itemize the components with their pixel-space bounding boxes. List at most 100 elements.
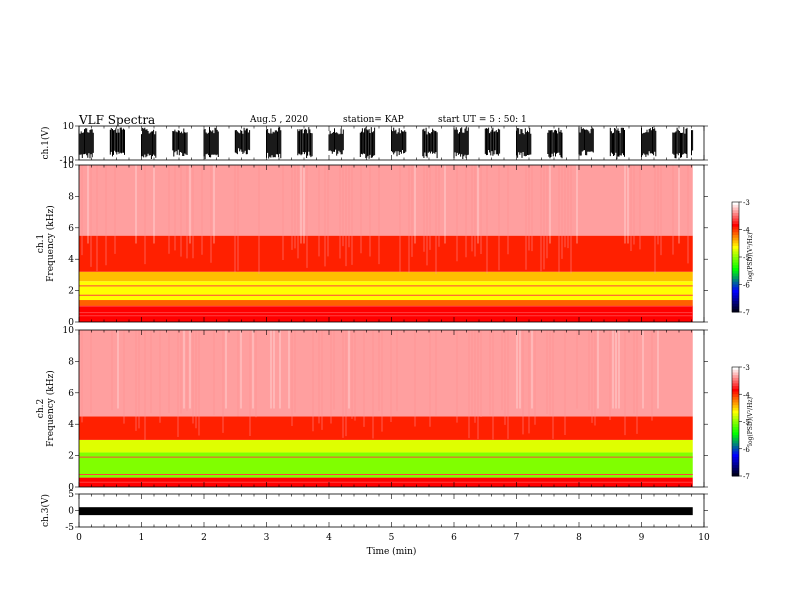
ch1-colorbar-segment bbox=[732, 287, 739, 291]
ch1-colorbar-segment bbox=[732, 254, 739, 258]
time-tick-label: 8 bbox=[576, 533, 582, 543]
ch2-colorbar-tick-label: -3 bbox=[743, 364, 750, 372]
ch2-colorbar-segment bbox=[732, 410, 739, 414]
panel-1-ytick-label: 4 bbox=[68, 255, 74, 265]
ch2-colorbar-tick-label: -6 bbox=[743, 446, 750, 454]
ch2-colorbar-segment bbox=[732, 405, 739, 409]
ch1-streaks-light bbox=[87, 165, 680, 244]
panel-2-ytick-label: 6 bbox=[68, 389, 74, 399]
panel-0-ylabel: ch.1(V) bbox=[40, 127, 51, 160]
panel-1-ytick-label: 2 bbox=[68, 287, 74, 297]
ch2-colorbar-segment bbox=[732, 459, 739, 463]
time-tick-label: 0 bbox=[76, 533, 82, 543]
ch1-colorbar-segment bbox=[732, 273, 739, 277]
ch2-colorbar-segment bbox=[732, 426, 739, 431]
panel-3-ytick-label: -5 bbox=[65, 523, 74, 533]
ch1-colorbar-tick-label: -7 bbox=[743, 309, 750, 317]
ch1-colorbar-segment bbox=[732, 309, 739, 313]
ch2-colorbar-segment bbox=[732, 451, 739, 455]
ch1-colorbar-segment bbox=[732, 306, 739, 310]
ch1-colorbar-segment bbox=[732, 270, 739, 274]
ch2-colorbar-segment bbox=[732, 446, 739, 450]
ch1-colorbar-segment bbox=[732, 207, 739, 211]
time-tick-label: 9 bbox=[639, 533, 645, 543]
ch2-colorbar-segment bbox=[732, 380, 739, 384]
ch2-colorbar-segment bbox=[732, 473, 739, 477]
ch1-band-5 bbox=[79, 165, 693, 236]
ch1-colorbar-segment bbox=[732, 276, 739, 280]
ch1-colorbar-segment bbox=[732, 248, 739, 252]
ch1-waveform-trace bbox=[78, 126, 694, 160]
panel-1-ytick-label: 10 bbox=[63, 161, 75, 171]
panel-2-ytick-label: 4 bbox=[68, 420, 74, 430]
ch2-colorbar-segment bbox=[732, 399, 739, 403]
ch1-colorbar-segment bbox=[732, 204, 739, 208]
ch1-colorbar-segment bbox=[732, 292, 739, 296]
ch1-colorbar-segment bbox=[732, 284, 739, 288]
panel-3-ytick-label: 5 bbox=[68, 490, 74, 500]
ch3-trace-band bbox=[79, 507, 693, 516]
ch1-colorbar-segment bbox=[732, 243, 739, 247]
panel-2-ytick-label: 8 bbox=[68, 357, 74, 367]
ch1-colorbar-segment bbox=[732, 281, 739, 285]
ch1-colorbar-segment bbox=[732, 259, 739, 263]
time-tick-label: 1 bbox=[139, 533, 145, 543]
date-label: Aug.5 , 2020 bbox=[250, 115, 309, 125]
panel-1-ylabel: Frequency (kHz) bbox=[45, 205, 56, 282]
ch1-colorbar-segment bbox=[732, 265, 739, 269]
panel-1-ytick-label: 8 bbox=[68, 192, 74, 202]
ch2-colorbar-segment bbox=[732, 456, 739, 461]
time-tick-label: 4 bbox=[326, 533, 332, 543]
ch1-colorbar-segment bbox=[732, 232, 739, 236]
panel-3-ylabel: ch.3(V) bbox=[40, 494, 51, 527]
ch1-colorbar-segment bbox=[732, 298, 739, 302]
ch1-colorbar-segment bbox=[732, 202, 739, 206]
panel-0-ytick-label: 10 bbox=[63, 122, 75, 132]
ch1-colorbar-segment bbox=[732, 251, 739, 255]
ch1-colorbar-segment bbox=[732, 215, 739, 219]
ch2-colorbar-segment bbox=[732, 402, 739, 406]
time-tick-label: 3 bbox=[264, 533, 270, 543]
ch1-colorbar-segment bbox=[732, 301, 739, 305]
ch2-colorbar-tick-label: -7 bbox=[743, 473, 750, 481]
ch2-colorbar-segment bbox=[732, 467, 739, 472]
ch2-colorbar-segment bbox=[732, 394, 739, 398]
panel-1-ytick-label: 0 bbox=[68, 318, 74, 328]
ch2-colorbar-segment bbox=[732, 443, 739, 447]
ch2-colorbar-segment bbox=[732, 407, 739, 412]
ch1-streaks bbox=[81, 165, 689, 275]
ch1-colorbar-segment bbox=[732, 210, 739, 214]
ch1-colorbar-segment bbox=[732, 246, 739, 250]
ch1-band-1 bbox=[79, 300, 693, 307]
ch2-colorbar-segment bbox=[732, 432, 739, 436]
ch1-colorbar-tick-label: -3 bbox=[743, 199, 750, 207]
ch2-colorbar-segment bbox=[732, 470, 739, 474]
ch2-colorbar-segment bbox=[732, 440, 739, 444]
ch1-colorbar-segment bbox=[732, 218, 739, 222]
ch1-colorbar-segment bbox=[732, 213, 739, 217]
ch2-colorbar-segment bbox=[732, 367, 739, 371]
panel-2-ylabel: Frequency (kHz) bbox=[45, 370, 56, 447]
time-tick-label: 7 bbox=[514, 533, 520, 543]
ch2-colorbar-segment bbox=[732, 424, 739, 428]
panel-2-ytick-label: 2 bbox=[68, 452, 74, 462]
ch2-colorbar-segment bbox=[732, 377, 739, 382]
ch2-streaks-light bbox=[117, 330, 659, 409]
ch1-band-2 bbox=[79, 281, 693, 301]
ch2-colorbar-segment bbox=[732, 388, 739, 393]
panel-3-ytick-label: 0 bbox=[68, 507, 74, 517]
ch2-colorbar-segment bbox=[732, 421, 739, 425]
ch1-colorbar-segment bbox=[732, 224, 739, 228]
ch1-colorbar-segment bbox=[732, 268, 739, 272]
ch2-colorbar-segment bbox=[732, 418, 739, 422]
panel-0-ytick-label: -10 bbox=[60, 156, 75, 166]
panel-2-ytick-label: 0 bbox=[68, 483, 74, 493]
ch2-colorbar-segment bbox=[732, 429, 739, 433]
ch1-colorbar-segment bbox=[732, 262, 739, 266]
panel-2-ylabel: ch.2 bbox=[36, 399, 46, 418]
ch1-colorbar-segment bbox=[732, 279, 739, 283]
ch1-colorbar-tick-label: -4 bbox=[743, 227, 750, 235]
figure-title: VLF Spectra bbox=[79, 113, 156, 127]
ch2-colorbar-segment bbox=[732, 413, 739, 417]
